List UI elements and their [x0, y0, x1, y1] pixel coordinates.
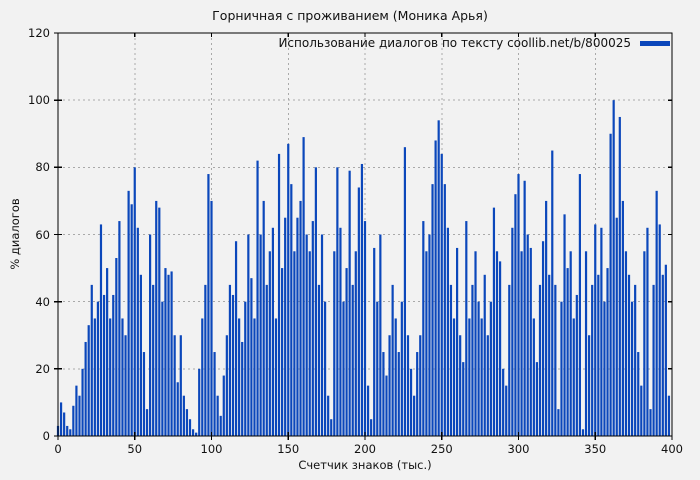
- x-tick-label: 50: [127, 442, 143, 456]
- x-tick-label: 100: [200, 442, 223, 456]
- y-tick-label: 100: [28, 93, 50, 108]
- y-tick-label: 120: [28, 26, 50, 40]
- y-tick-label: 0: [42, 429, 50, 443]
- x-tick-label: 300: [507, 442, 530, 456]
- x-tick-label: 250: [430, 442, 453, 456]
- y-tick-label: 20: [35, 361, 50, 376]
- legend-swatch-line: [640, 40, 670, 46]
- x-tick-label: 200: [354, 442, 376, 456]
- x-axis-label: Счетчик знаков (тыс.): [298, 458, 432, 472]
- x-tick-label: 150: [277, 442, 300, 456]
- legend-label: Использование диалогов по тексту coollib…: [278, 36, 631, 50]
- chart-title: Горничная с проживанием (Моника Арья): [212, 8, 488, 23]
- legend: Использование диалогов по тексту coollib…: [278, 36, 670, 50]
- x-tick-label: 0: [54, 442, 62, 456]
- y-tick-label: 40: [35, 294, 50, 309]
- x-tick-label: 350: [584, 442, 607, 456]
- y-tick-label: 60: [35, 227, 50, 242]
- y-tick-label: 80: [35, 160, 50, 175]
- x-tick-label: 400: [661, 442, 683, 456]
